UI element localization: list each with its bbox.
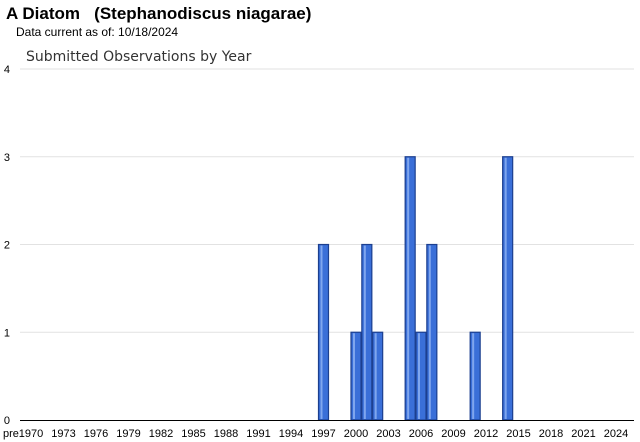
bar-1997[interactable]	[317, 243, 330, 421]
bar-2014[interactable]	[502, 156, 514, 421]
bar-highlight	[428, 245, 431, 419]
species-title: A Diatom (Stephanodiscus niagarae)	[6, 4, 312, 23]
x-tick-labels: pre 1970 1973 1976 1979 1982 1985 1988 1991 1994 1…	[3, 428, 628, 440]
y-tick-label: 2	[4, 240, 10, 252]
x-tick-label: 2009	[441, 428, 465, 440]
bar-highlight	[407, 157, 410, 419]
y-tick-label: 0	[4, 415, 10, 427]
bar-2007[interactable]	[426, 243, 438, 421]
x-tick-label: 2006	[409, 428, 433, 440]
x-tick-label: 1988	[214, 428, 238, 440]
x-tick-label: 1970	[19, 428, 43, 440]
x-tick-label: pre	[3, 428, 19, 440]
bar-2002[interactable]	[372, 331, 384, 421]
bar-highlight	[418, 333, 420, 419]
x-tick-label: 1991	[246, 428, 270, 440]
x-tick-label: 1994	[279, 428, 303, 440]
x-tick-label: 2021	[571, 428, 595, 440]
x-tick-label: 1979	[116, 428, 140, 440]
bar-2000[interactable]	[350, 331, 362, 421]
bar-2001[interactable]	[361, 243, 373, 421]
bar-highlight	[504, 157, 507, 419]
data-current-date: Data current as of: 10/18/2024	[16, 25, 179, 39]
bar-highlight	[374, 333, 377, 419]
y-tick-label: 3	[4, 152, 10, 164]
x-tick-label: 2003	[376, 428, 400, 440]
x-tick-label: 1985	[181, 428, 205, 440]
y-tick-labels: 0 1 2 3 4	[4, 64, 10, 427]
bar-highlight	[320, 245, 323, 419]
bar-highlight	[353, 333, 355, 419]
y-tick-label: 1	[4, 327, 10, 339]
x-tick-label: 2024	[604, 428, 628, 440]
x-tick-label: 1982	[149, 428, 173, 440]
chart-title: Submitted Observations by Year	[26, 49, 252, 65]
x-tick-label: 2012	[474, 428, 498, 440]
bar-2005[interactable]	[404, 156, 416, 421]
x-tick-label: 1976	[84, 428, 108, 440]
x-tick-label: 2018	[539, 428, 563, 440]
x-tick-label: 2000	[344, 428, 368, 440]
bar-highlight	[472, 333, 475, 419]
x-tick-label: 1973	[51, 428, 75, 440]
x-tick-label: 1997	[311, 428, 335, 440]
y-tick-label: 4	[4, 64, 10, 76]
bar-2011[interactable]	[469, 331, 481, 421]
bars	[317, 156, 514, 421]
bar-2006[interactable]	[415, 331, 427, 421]
x-tick-label: 2015	[506, 428, 530, 440]
bar-highlight	[363, 245, 366, 419]
